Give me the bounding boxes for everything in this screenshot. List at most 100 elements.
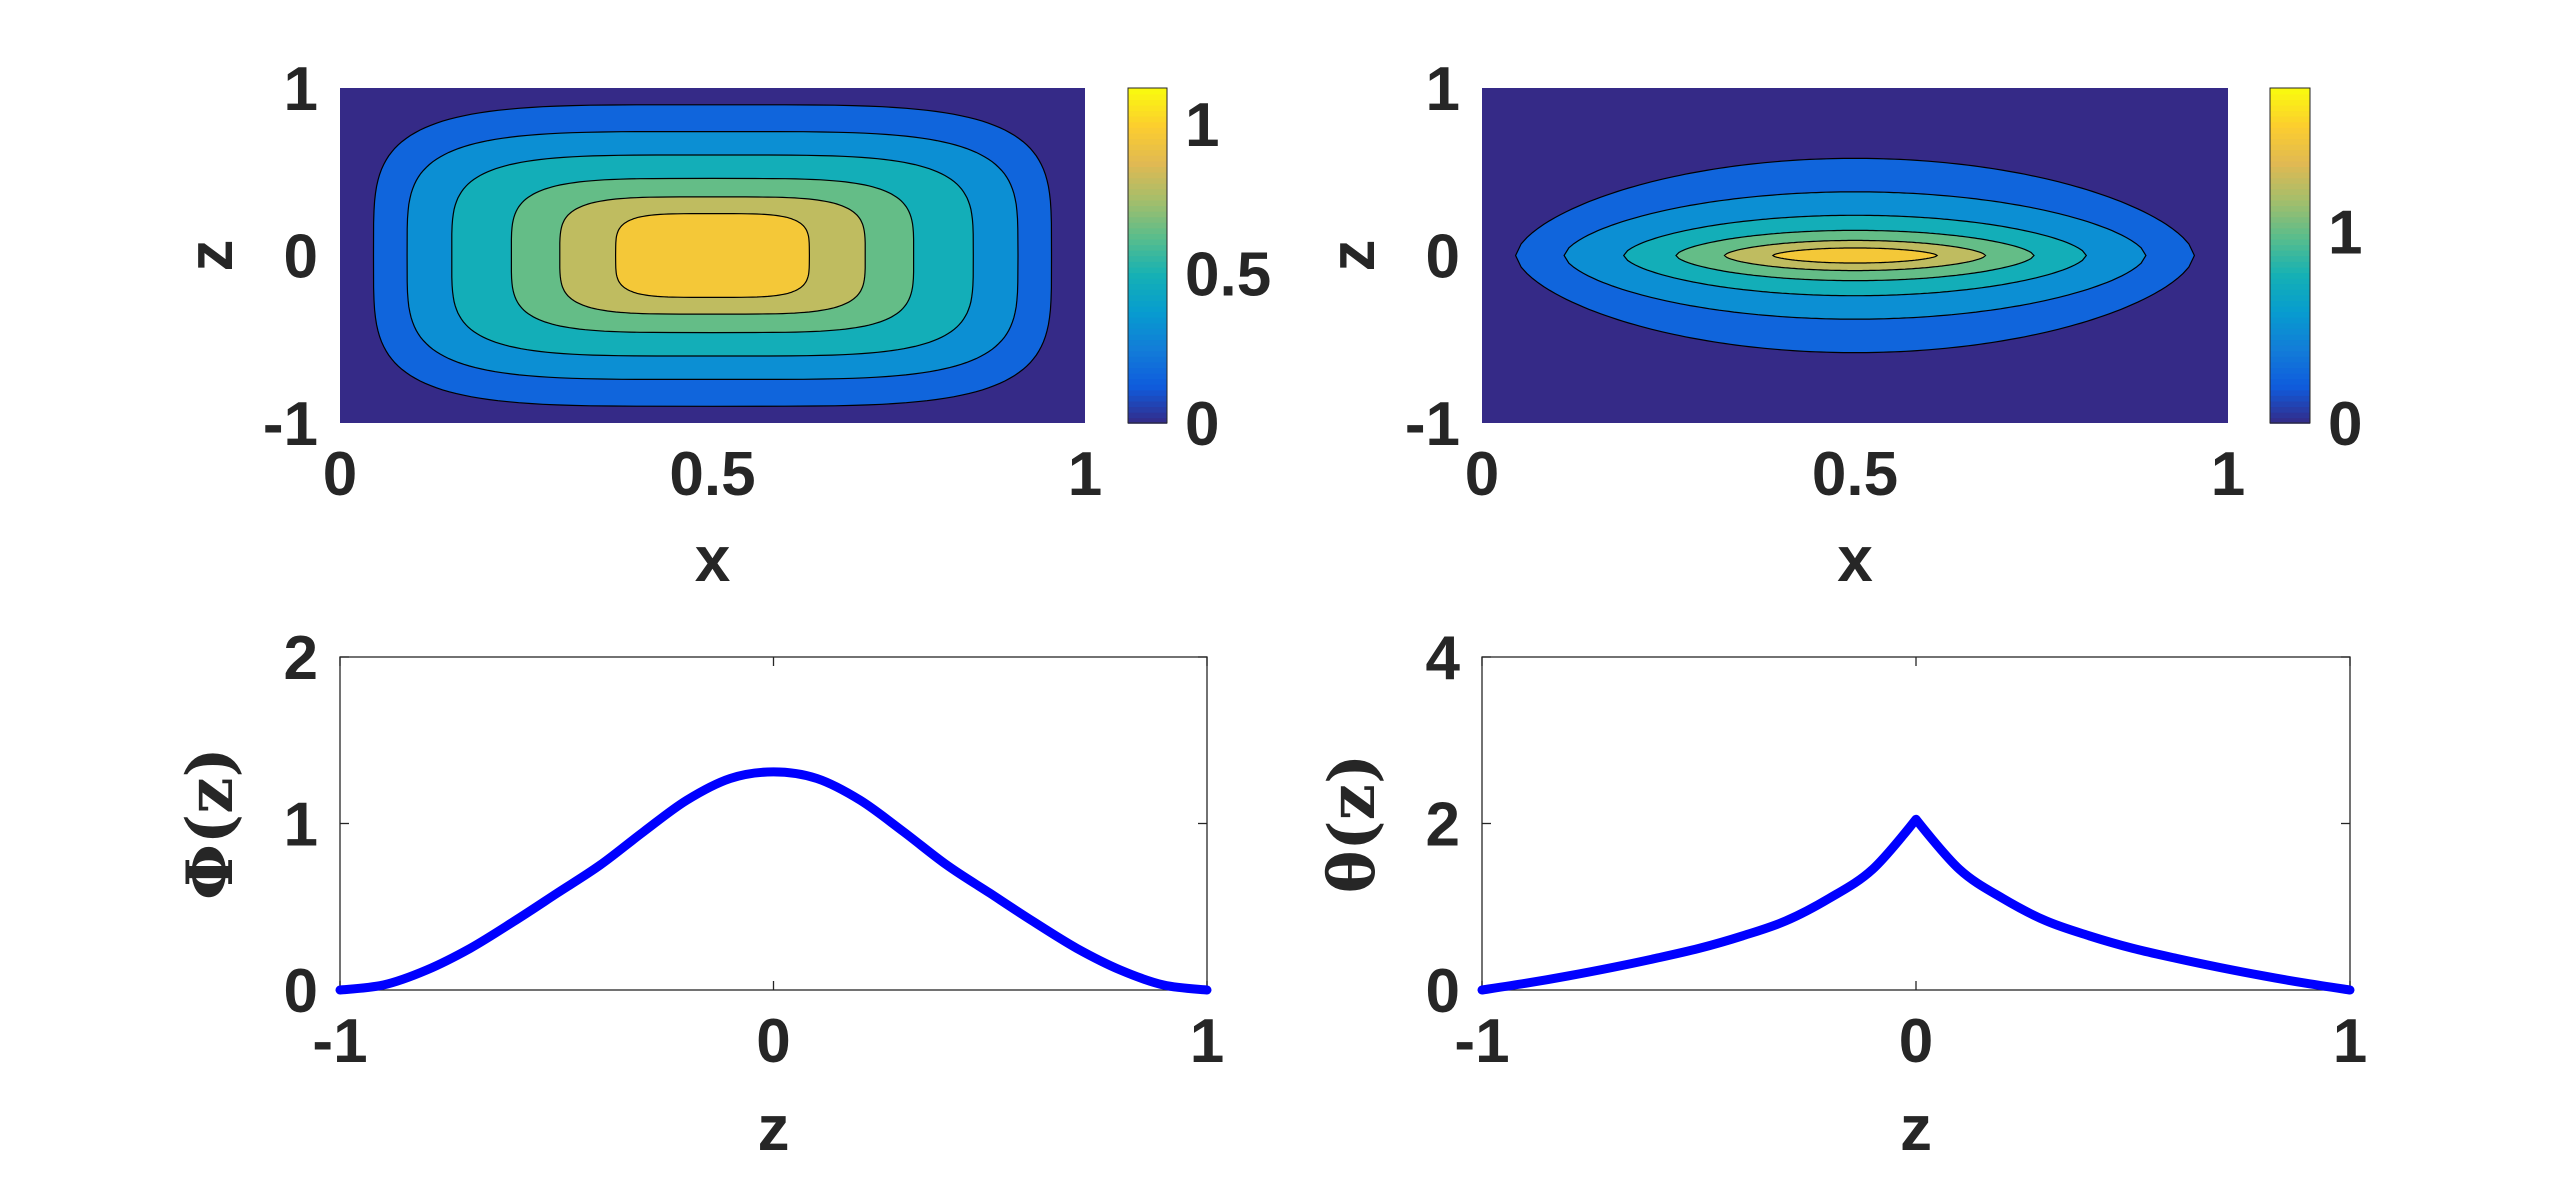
colorbar-segment [2270,127,2310,134]
series-line [335,767,1212,995]
colorbar-segment [2270,93,2310,100]
colorbar-segment [2270,255,2310,262]
colorbar-segment [2270,294,2310,301]
colorbar-segment [2270,316,2310,324]
colorbar-segment [1128,311,1167,318]
colorbar-segment [2270,222,2310,229]
x-axis-label: z [1900,1092,1932,1164]
y-tick-label: -1 [263,390,318,459]
colorbar-segment [1128,210,1167,218]
y-axis-label: z [174,240,246,272]
colorbar-segment [1128,367,1167,374]
colorbar-segment [1128,93,1167,100]
colorbar-segment [2270,121,2310,128]
colorbar-segment [2270,378,2310,385]
colorbar-segment [1128,255,1167,262]
colorbar-segment [2270,177,2310,184]
colorbar-segment [2270,277,2310,285]
colorbar-segment [1128,406,1167,413]
colorbar-segment [1128,277,1167,285]
colorbar-segment [1128,216,1167,223]
colorbar-segment [1128,272,1167,279]
colorbar-segment [1128,110,1167,117]
y-axis-label: Φ(z) [173,747,248,900]
colorbar-segment [1128,177,1167,184]
colorbar-segment [2270,216,2310,223]
colorbar-segment [2270,389,2310,396]
x-tick-label: -1 [1454,1007,1509,1076]
series-line [1477,814,2355,995]
colorbar-segment [2270,143,2310,151]
y-axis-label: z [1316,240,1388,272]
x-tick-label: -1 [312,1007,367,1076]
y-tick-label: 4 [1426,624,1461,693]
colorbar-segment [2270,350,2310,357]
y-tick-label: 0 [1426,957,1460,1026]
colorbar-segment [1128,411,1167,419]
colorbar-tick-label: 0.5 [1185,240,1271,309]
colorbar-segment [1128,182,1167,190]
colorbar-segment [2270,328,2310,335]
colorbar-segment [1128,160,1167,167]
colorbar-segment [2270,210,2310,218]
colorbar-segment [2270,182,2310,190]
colorbar-segment [2270,171,2310,179]
colorbar-segment [1128,166,1167,173]
colorbar-segment [2270,356,2310,363]
colorbar-segment [2270,132,2310,140]
colorbar-segment [1128,115,1167,123]
colorbar-segment [1128,350,1167,357]
colorbar-segment [1128,378,1167,385]
x-tick-label: 0.5 [1812,440,1898,509]
x-tick-label: 0 [1465,440,1499,509]
colorbar-segment [1128,104,1167,112]
y-tick-label: 1 [1426,55,1460,124]
colorbar-segment [1128,233,1167,240]
colorbar-segment [1128,361,1167,368]
colorbar-segment [2270,272,2310,279]
colorbar-segment [2270,227,2310,234]
colorbar-segment [2270,238,2310,246]
colorbar-segment [1128,261,1167,268]
colorbar-segment [1128,383,1167,391]
colorbar-segment [1128,395,1167,402]
contour-level-6 [614,213,811,298]
y-axis-label: θ(z) [1315,754,1390,894]
colorbar-segment [1128,227,1167,234]
colorbar-segment [1128,400,1167,408]
colorbar-segment [2270,155,2310,162]
colorbar-segment [1128,322,1167,329]
colorbar-segment [1128,316,1167,324]
colorbar-segment [1128,143,1167,151]
colorbar-segment [1128,294,1167,301]
y-tick-label: 0 [1426,223,1460,292]
colorbar-segment [2270,110,2310,117]
colorbar-segment [1128,356,1167,363]
colorbar-segment [2270,160,2310,167]
colorbar-segment [2270,395,2310,402]
colorbar-segment [1128,389,1167,396]
colorbar-segment [2270,372,2310,380]
x-tick-label: 1 [2333,1007,2367,1076]
colorbar-segment [2270,138,2310,145]
colorbar-segment [2270,417,2310,424]
colorbar-segment [2270,367,2310,374]
colorbar-segment [2270,411,2310,419]
colorbar-segment [1128,244,1167,251]
x-axis-label: z [758,1092,790,1164]
y-tick-label: 0 [284,223,318,292]
x-tick-label: 1 [2211,440,2245,509]
colorbar-segment [1128,305,1167,313]
x-tick-label: 0.5 [669,440,755,509]
colorbar-segment [2270,383,2310,391]
colorbar-segment [2270,289,2310,296]
contour-level-6 [1771,247,1939,264]
colorbar-segment [2270,283,2310,290]
colorbar-segment [1128,339,1167,346]
colorbar-segment [2270,339,2310,346]
colorbar-segment [2270,149,2310,156]
colorbar-segment [2270,166,2310,173]
